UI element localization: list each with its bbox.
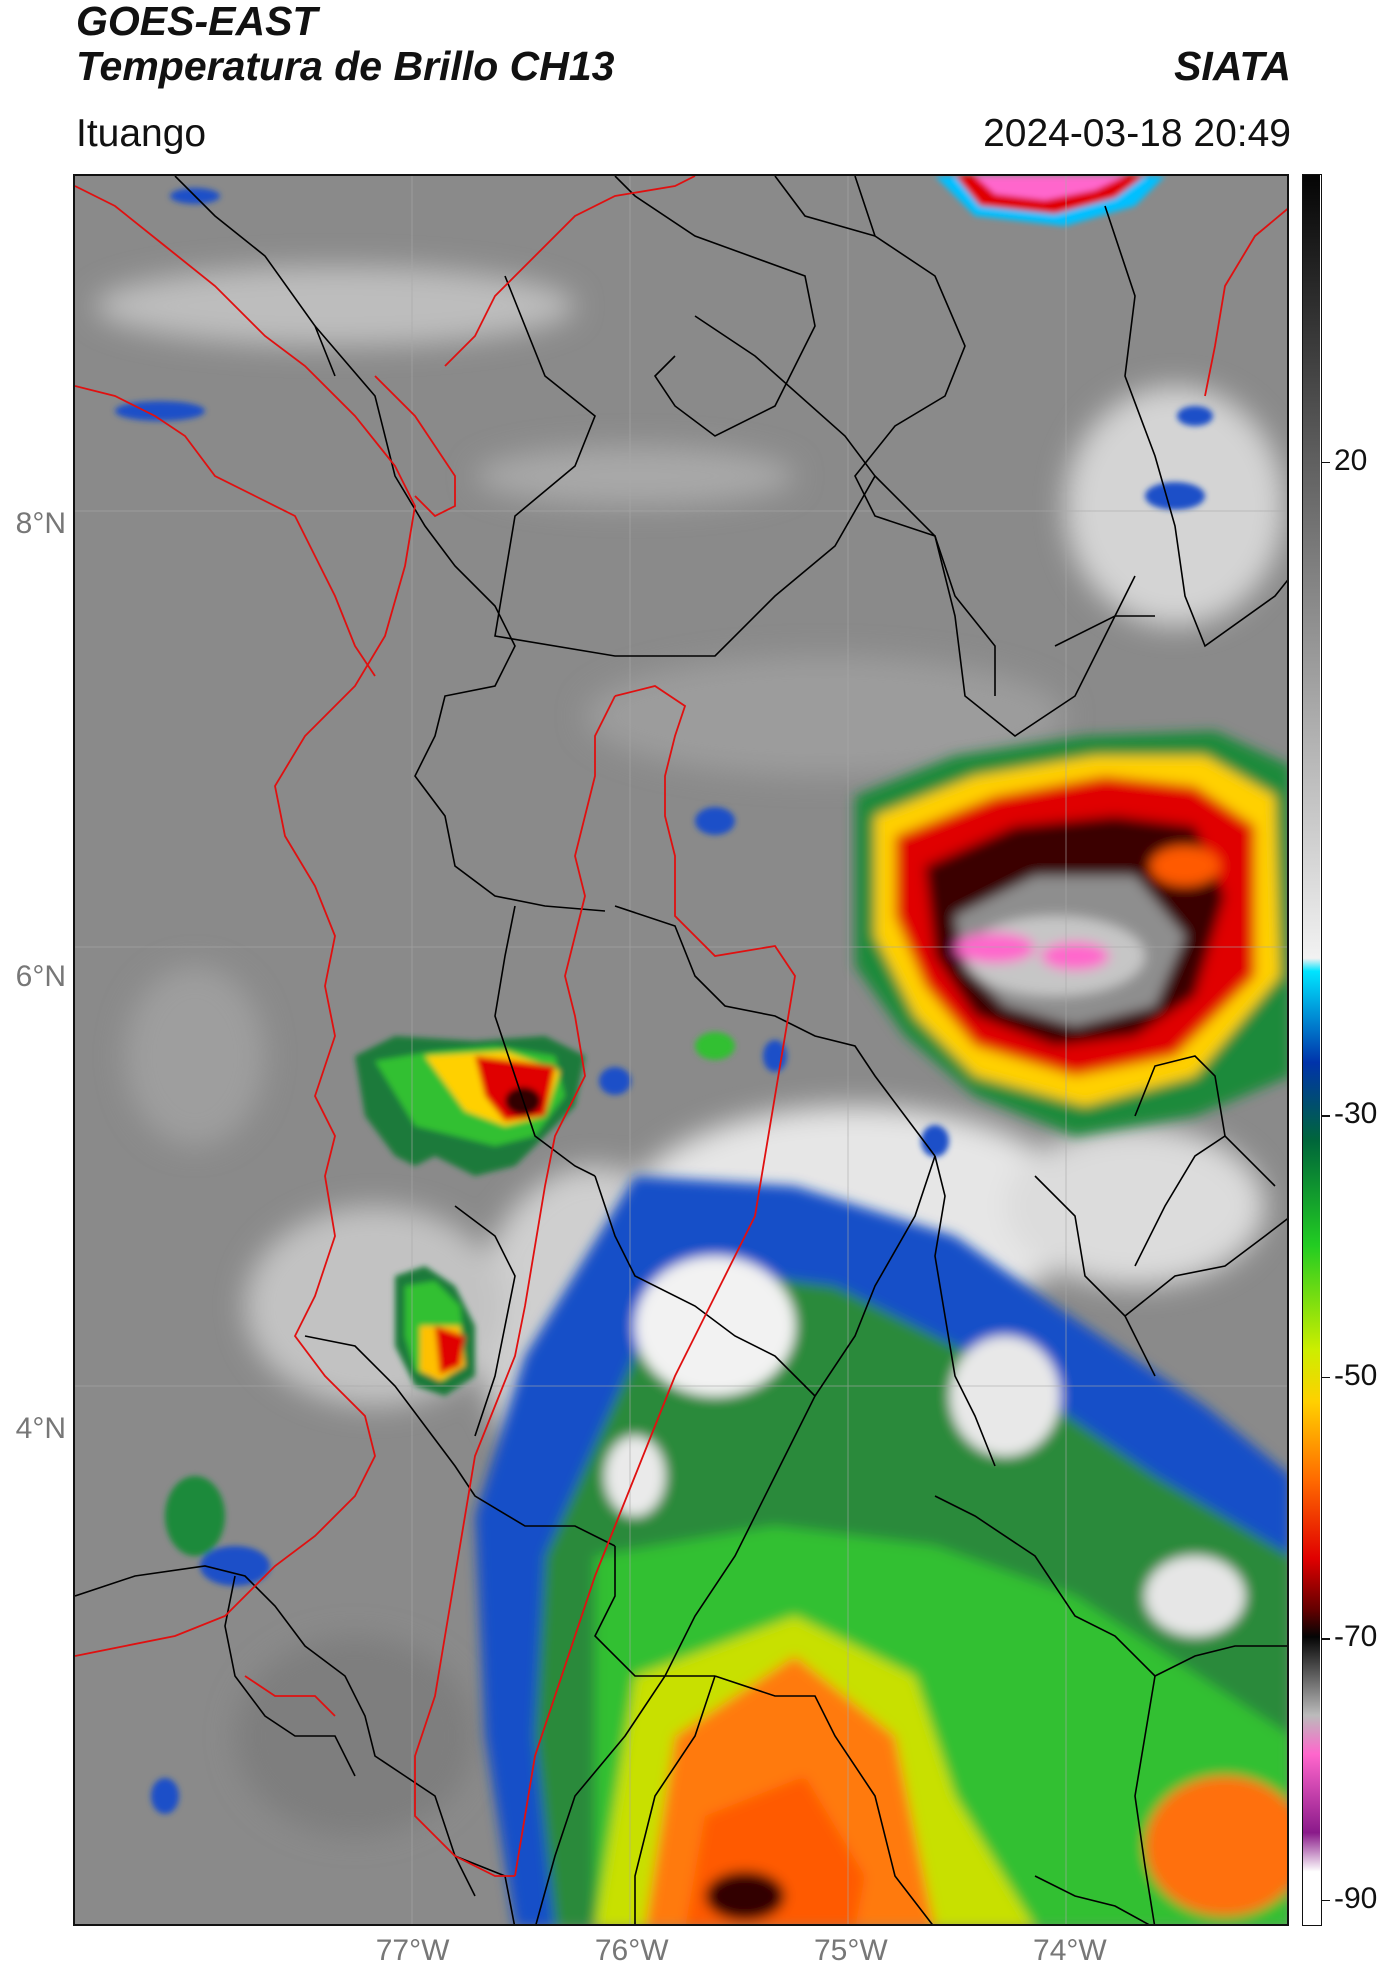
lon-label-76w: 76°W (594, 1934, 669, 1967)
colorbar-gradient (1303, 175, 1320, 1924)
west-storm-2 (395, 1266, 475, 1396)
lat-label-4n: 4°N (15, 1412, 66, 1446)
colorbar-tick-label: 20 (1334, 443, 1368, 477)
southern-storm-system (475, 1176, 1287, 1924)
lat-label-6n: 6°N (15, 959, 66, 993)
lon-label-74w: 74°W (1033, 1934, 1107, 1967)
colorbar-fill (1303, 175, 1320, 1924)
colorbar-tick (1322, 1115, 1330, 1117)
colorbar-tick-label: -50 (1334, 1358, 1378, 1392)
basin-outlines (75, 176, 1287, 1877)
title-line-2: Temperatura de Brillo CH13 (76, 43, 615, 89)
satellite-map[interactable] (73, 174, 1289, 1926)
timestamp-label: 2024-03-18 20:49 (983, 112, 1291, 155)
map-canvas (75, 176, 1287, 1924)
lat-label-8n: 8°N (15, 506, 66, 540)
lon-label-75w: 75°W (813, 1934, 888, 1967)
organization-label: SIATA (1174, 43, 1291, 89)
colorbar (1302, 174, 1322, 1926)
region-label: Ituango (76, 112, 207, 155)
colorbar-tick-label: -70 (1334, 1620, 1378, 1654)
northeast-storm (855, 731, 1287, 1136)
administrative-borders (75, 176, 1287, 1924)
title-line-1: GOES-EAST (76, 0, 318, 44)
colorbar-tick (1322, 1638, 1330, 1640)
colorbar-tick-label: -30 (1334, 1097, 1378, 1131)
west-small-cells (115, 188, 1213, 1814)
colorbar-tick (1322, 461, 1330, 464)
colorbar-tick (1322, 1376, 1330, 1379)
colorbar-tick-label: -90 (1334, 1881, 1378, 1915)
colorbar-tick (1322, 1899, 1330, 1902)
lon-label-77w: 77°W (375, 1934, 450, 1967)
